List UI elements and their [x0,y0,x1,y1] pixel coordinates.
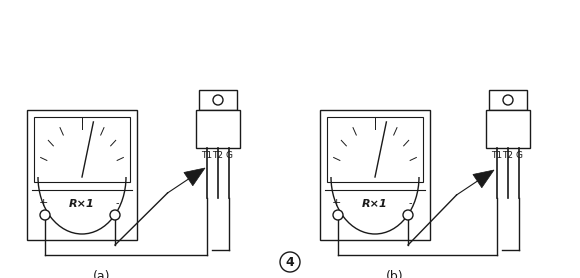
Text: (b): (b) [386,270,404,278]
Bar [196,110,240,148]
Text: +: + [331,198,340,208]
Bar [27,110,137,240]
Text: +: + [38,198,48,208]
Polygon shape [473,170,494,188]
Circle shape [213,95,223,105]
Polygon shape [184,168,205,186]
Text: 4: 4 [285,255,295,269]
Bar [320,110,430,240]
Circle shape [40,210,50,220]
Circle shape [333,210,343,220]
Text: (a): (a) [93,270,111,278]
Bar [486,110,530,148]
Text: G: G [226,151,233,160]
Text: R×1: R×1 [69,199,95,209]
Circle shape [503,95,513,105]
Text: T2: T2 [212,151,223,160]
Bar [327,117,423,182]
Circle shape [280,252,300,272]
Text: G: G [516,151,523,160]
Circle shape [403,210,413,220]
Bar [199,90,237,110]
Bar [34,117,130,182]
Text: -: - [115,198,119,208]
Circle shape [110,210,120,220]
Text: T1: T1 [491,151,502,160]
Text: -: - [408,198,412,208]
Text: R×1: R×1 [362,199,388,209]
Text: T2: T2 [502,151,513,160]
Text: T1: T1 [201,151,212,160]
Bar [489,90,527,110]
